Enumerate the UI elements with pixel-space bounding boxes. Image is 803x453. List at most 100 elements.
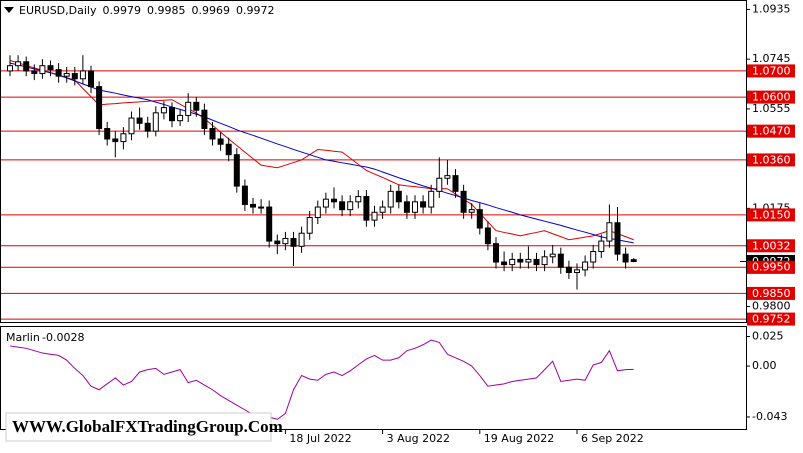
level-label-box [747, 260, 795, 274]
indicator-title: Marlin [6, 331, 40, 344]
indicator-line [9, 339, 634, 420]
candle-body [233, 154, 240, 187]
candle-body [7, 65, 13, 72]
level-label-box [747, 239, 795, 253]
candle-body [590, 251, 597, 263]
candle-body [160, 107, 167, 114]
candle-body [217, 138, 224, 145]
header-value: 0.9985 [147, 4, 186, 17]
watermark: WWW.GlobalFXTradingGroup.Com [12, 417, 283, 436]
candle-body [39, 65, 46, 75]
main-frame [0, 0, 747, 323]
candle-body [185, 101, 192, 116]
candle-body [55, 69, 62, 77]
candle-body [201, 109, 208, 130]
candle-body [582, 261, 589, 271]
header-value: 0.9972 [236, 4, 275, 17]
level-label: 1.0600 [752, 91, 791, 104]
candle-body [96, 86, 103, 130]
candle-body [517, 258, 524, 263]
candle-body [428, 190, 435, 208]
candle-body [266, 206, 273, 242]
candle-body [379, 206, 386, 213]
candle-body [23, 61, 30, 72]
candle-body [606, 222, 613, 242]
y-tick-label: 1.0555 [752, 102, 791, 115]
indicator-frame [0, 326, 747, 430]
candle-body [169, 107, 175, 122]
candle-body [436, 177, 443, 192]
candle-body [306, 217, 313, 234]
candle-body [31, 70, 38, 75]
candle-body [355, 196, 362, 203]
level-label-box [747, 124, 795, 138]
candle-body [460, 190, 467, 213]
candle-body [322, 198, 329, 208]
candle-body [282, 237, 289, 245]
candle-body [314, 206, 321, 219]
candle-body [331, 198, 337, 203]
moving-average [9, 59, 634, 241]
candle-body [533, 258, 540, 266]
candle-body [574, 269, 580, 273]
candle-body [152, 112, 159, 132]
candle-body [541, 256, 548, 266]
candle-body [144, 122, 151, 132]
level-label-box [747, 153, 795, 167]
level-label: 1.0032 [752, 239, 791, 252]
candle-body [501, 261, 508, 266]
candle-body [290, 237, 297, 247]
chart-title: EURUSD,Daily 0.9979 0.9985 0.9969 0.9972 [19, 4, 274, 17]
indicator-tick-label: 0.00 [752, 359, 777, 372]
candle-body [177, 114, 184, 122]
candle-body [63, 73, 70, 77]
indicator-tick-label: -0.043 [752, 410, 787, 423]
candle-body [444, 175, 451, 179]
plot-layer: 1.09351.07451.05551.01750.98001.07001.06… [1, 2, 795, 445]
candle-body [565, 266, 572, 273]
candle-body [112, 138, 119, 143]
candle-body [363, 196, 370, 221]
level-label: 1.0470 [752, 125, 791, 138]
candle-body [557, 253, 564, 268]
watermark-box [5, 412, 272, 442]
candle-body [403, 201, 410, 213]
x-tick-label: 6 Sep 2022 [581, 432, 644, 445]
level-label: 1.0150 [752, 208, 791, 221]
candle-body [15, 61, 22, 67]
candle-body [468, 209, 475, 213]
candle-body [420, 201, 427, 208]
candle-body [549, 253, 556, 258]
level-label: 1.0700 [752, 64, 791, 77]
candle-body [209, 128, 216, 140]
candle-body [509, 258, 516, 266]
candle-body [274, 240, 281, 245]
level-label-box [747, 90, 795, 104]
level-label: 0.9950 [752, 261, 791, 274]
y-tick-label: 0.9800 [752, 300, 791, 313]
candle-body [412, 201, 418, 213]
candle-body [630, 259, 637, 262]
candle-body [614, 222, 621, 255]
candle-body [395, 190, 402, 203]
candle-body [47, 65, 54, 71]
candle-body [71, 73, 78, 80]
level-label-box [747, 208, 795, 222]
candle-body [387, 190, 394, 208]
level-label-box [747, 286, 795, 300]
x-tick-label: 3 Aug 2022 [387, 432, 450, 445]
candle-body [88, 70, 94, 88]
moving-average [9, 62, 634, 244]
candle-body [258, 206, 265, 209]
candle-body [120, 133, 127, 143]
candle-body [622, 253, 629, 263]
indicator-tick-label: 0.025 [752, 329, 784, 342]
candle-body [104, 128, 111, 140]
y-tick-label: 1.0935 [752, 2, 791, 15]
candle-body [193, 101, 200, 111]
candle-body [493, 243, 499, 263]
x-tick-label: 18 Jul 2022 [289, 432, 351, 445]
candle-body [347, 201, 354, 211]
